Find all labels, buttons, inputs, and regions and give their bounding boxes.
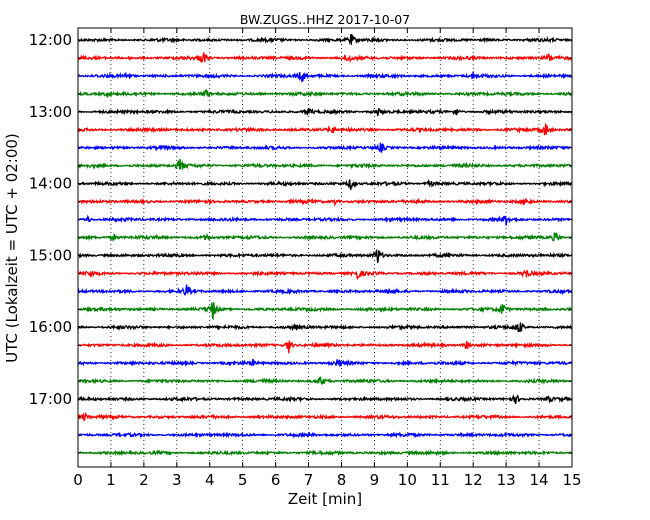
seismic-trace [77,340,573,354]
seismic-trace [77,248,573,264]
y-tick-label: 12:00 [29,31,72,49]
seismic-trace [77,197,573,208]
chart-title: BW.ZUGS..HHZ 2017-10-07 [240,12,410,27]
seismic-trace [77,33,573,46]
x-tick-label: 2 [139,471,149,489]
seismic-trace [77,284,573,296]
x-tick-label: 4 [205,471,215,489]
y-axis-label: UTC (Lokalzeit = UTC + 02:00) [3,133,21,363]
seismic-trace [77,322,573,333]
x-tick-label: 12 [464,471,483,489]
seismic-trace [77,52,573,64]
seismic-trace [77,302,573,321]
x-tick-label: 13 [497,471,516,489]
x-tick-label: 11 [431,471,450,489]
seismic-trace [77,88,573,98]
seismic-trace [77,214,573,226]
x-tick-label: 6 [271,471,281,489]
seismic-trace [77,232,573,242]
seismic-trace [77,269,573,281]
seismic-trace [77,449,573,457]
seismic-trace [77,394,573,405]
x-tick-label: 3 [172,471,182,489]
seismic-traces [77,33,573,457]
y-tick-label: 14:00 [29,175,72,193]
x-tick-label: 9 [370,471,380,489]
x-tick-label: 1 [106,471,116,489]
seismic-trace [77,107,573,117]
seismic-trace [77,431,573,439]
x-tick-label: 8 [337,471,347,489]
x-axis-ticks: 0 1 2 3 4 5 6 7 8 9 10 11 12 13 14 15 [73,28,582,489]
seismic-trace [77,375,573,386]
seismic-trace [77,178,573,191]
y-tick-label: 17:00 [29,390,72,408]
y-tick-label: 16:00 [29,318,72,336]
y-tick-label: 13:00 [29,103,72,121]
x-axis-label: Zeit [min] [288,490,362,508]
seismic-trace [77,71,573,83]
y-tick-label: 15:00 [29,246,72,264]
seismic-trace [77,123,573,136]
seismic-trace [77,158,573,171]
x-tick-label: 0 [73,471,83,489]
y-axis-ticks: 12:00 13:00 14:00 15:00 16:00 17:00 [29,31,572,454]
seismic-trace [77,411,573,422]
x-tick-label: 14 [530,471,549,489]
plot-area-frame [77,27,573,468]
x-tick-label: 15 [562,471,581,489]
x-tick-label: 5 [238,471,248,489]
x-tick-label: 7 [304,471,314,489]
seismic-trace [77,358,573,368]
x-tick-label: 10 [398,471,417,489]
seismic-trace [77,142,573,154]
